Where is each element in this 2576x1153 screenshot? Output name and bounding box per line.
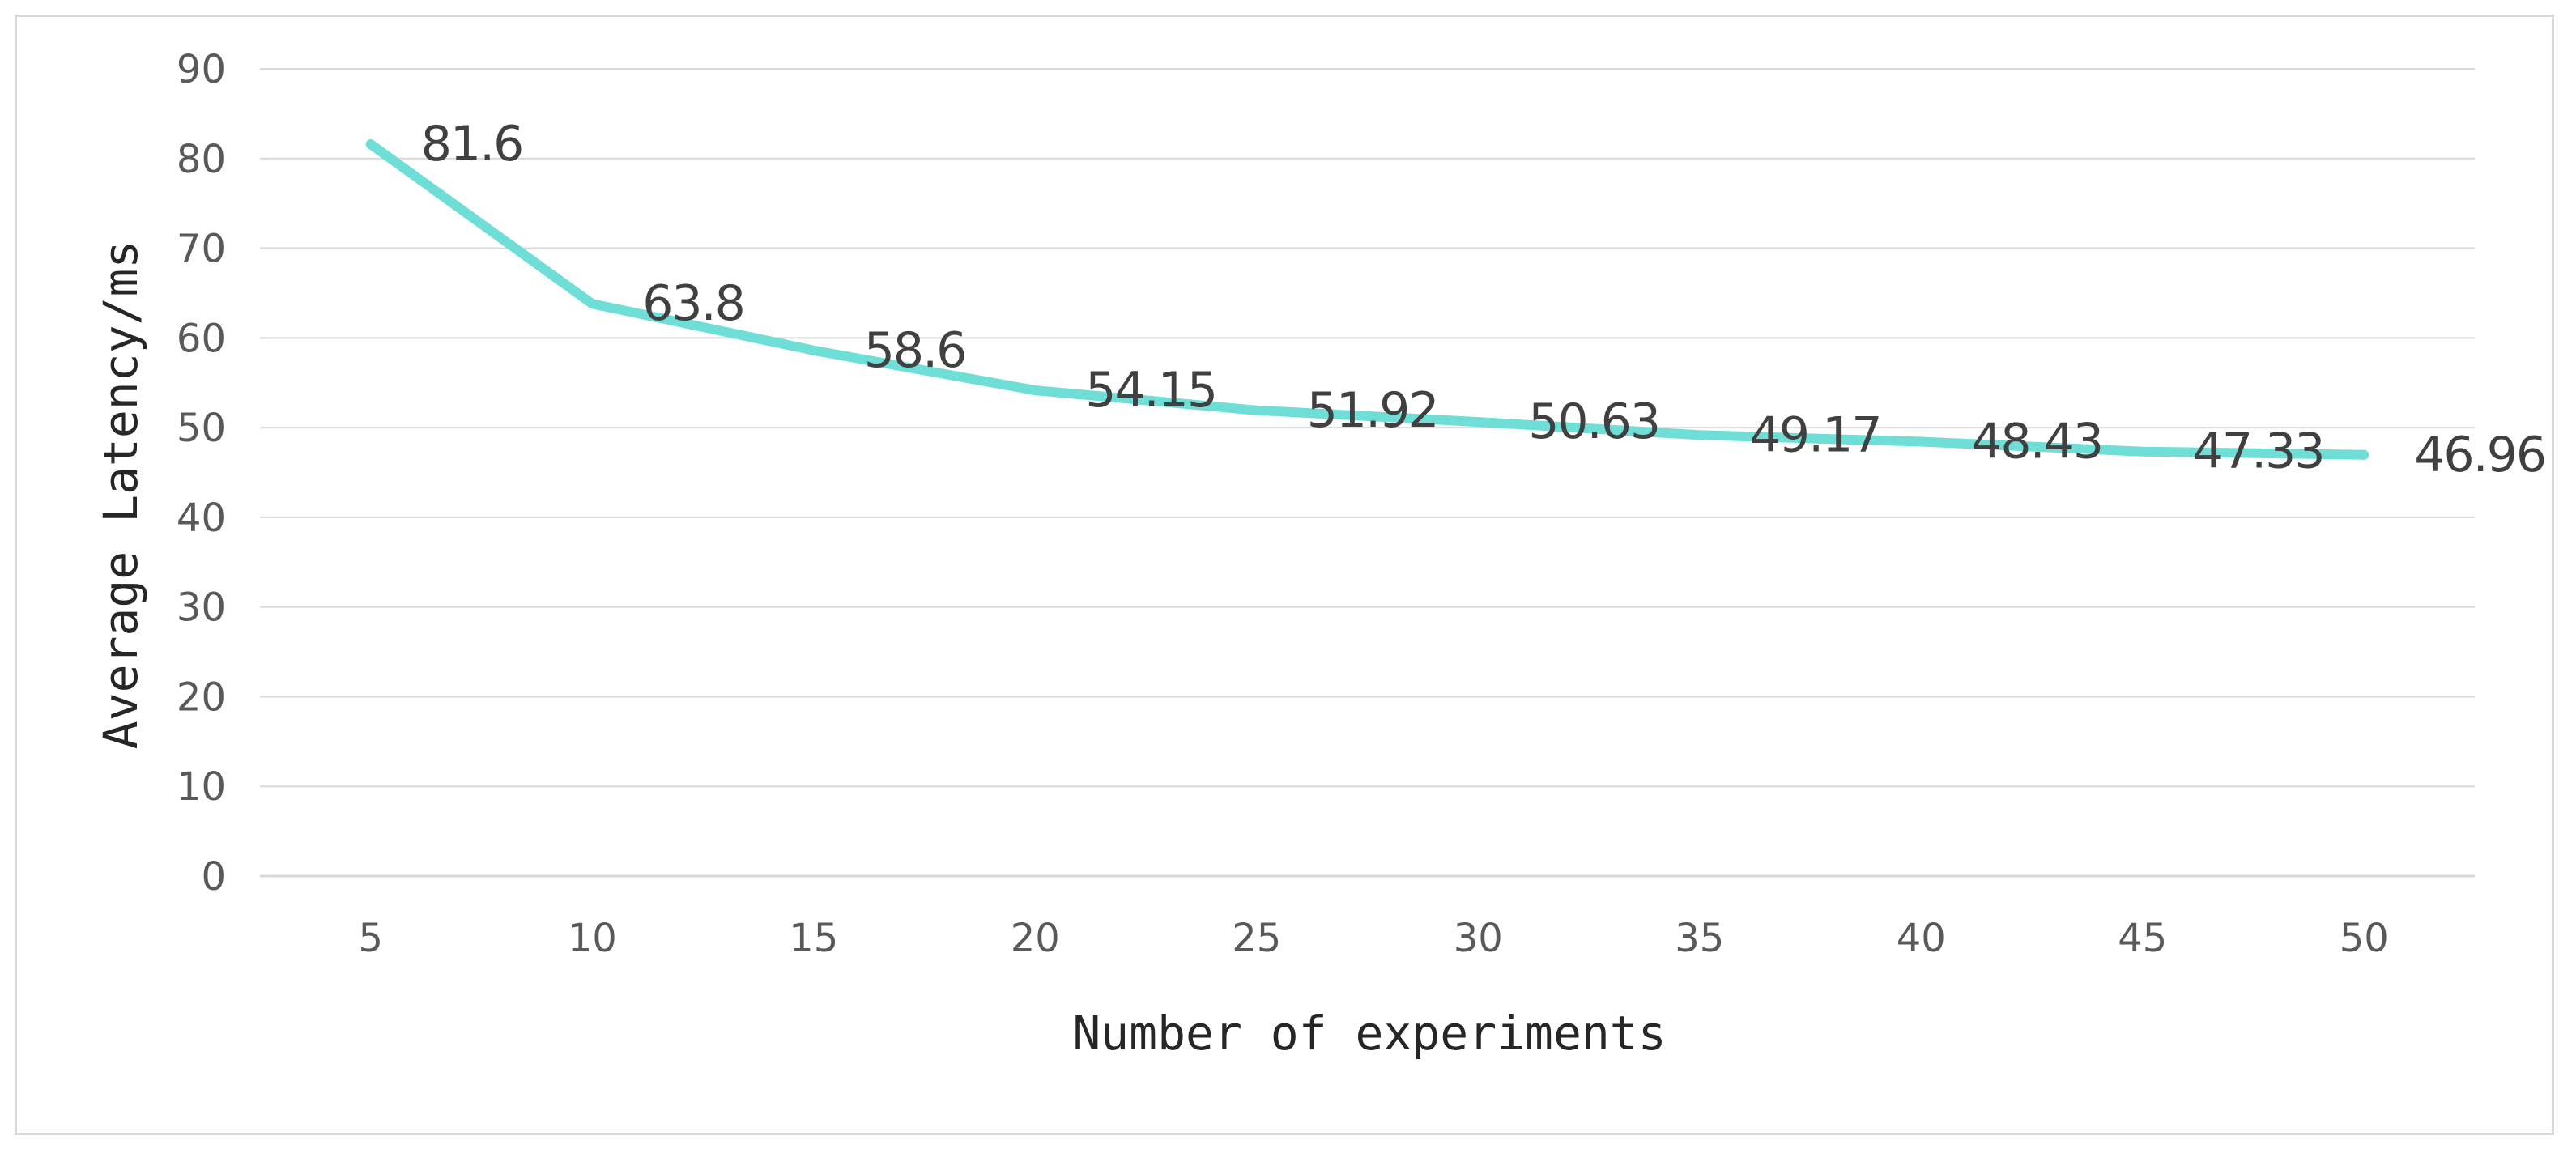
series-line (365, 139, 2369, 460)
y-tick-label: 10 (177, 764, 226, 810)
y-tick-label: 70 (177, 227, 226, 272)
data-label: 63.8 (642, 275, 744, 332)
x-tick-label: 15 (789, 916, 838, 961)
x-axis-title: Number of experiments (1072, 1006, 1666, 1061)
y-tick-label: 50 (177, 406, 226, 451)
data-label: 81.6 (421, 116, 523, 172)
data-point (365, 139, 376, 150)
data-label: 50.63 (1528, 394, 1659, 450)
data-label: 47.33 (2193, 423, 2324, 480)
y-tick-label: 30 (177, 585, 226, 631)
gridlines (260, 68, 2475, 878)
y-tick-label: 60 (177, 316, 226, 361)
data-label: 48.43 (1971, 414, 2102, 470)
data-point (2359, 449, 2369, 460)
x-tick-label: 5 (358, 916, 383, 961)
y-tick-label: 20 (177, 674, 226, 720)
data-point (2137, 446, 2148, 457)
y-axis-ticks: 0 10 20 30 40 50 60 70 80 90 (177, 47, 226, 900)
series-group (365, 139, 2369, 460)
y-tick-label: 90 (177, 47, 226, 92)
x-tick-label: 50 (2340, 916, 2389, 961)
data-label: 46.96 (2414, 427, 2545, 483)
data-labels: 81.6 63.8 58.6 54.15 51.92 50.63 49.17 48.43 47.… (421, 116, 2547, 483)
x-tick-label: 30 (1454, 916, 1503, 961)
y-tick-label: 40 (177, 496, 226, 541)
y-tick-label: 0 (201, 854, 226, 900)
chart-frame: 0 10 20 30 40 50 60 70 80 90 5 10 15 20 25 30 35 40 45 50 … (15, 15, 2554, 1135)
y-axis-title: Average Latency/ms (93, 240, 148, 750)
data-point (808, 345, 819, 355)
data-label: 54.15 (1085, 362, 1216, 419)
data-point (1251, 405, 1262, 415)
data-point (1916, 436, 1927, 447)
data-label: 51.92 (1307, 382, 1438, 439)
x-tick-label: 40 (1897, 916, 1946, 961)
data-point (1694, 430, 1705, 440)
x-axis-ticks: 5 10 15 20 25 30 35 40 45 50 (358, 916, 2388, 961)
data-point (1030, 385, 1041, 396)
x-tick-label: 10 (568, 916, 617, 961)
data-label: 58.6 (864, 322, 966, 379)
x-tick-label: 20 (1011, 916, 1060, 961)
data-point (1473, 417, 1484, 428)
x-tick-label: 25 (1232, 916, 1281, 961)
data-label: 49.17 (1750, 406, 1881, 463)
x-tick-label: 45 (2118, 916, 2167, 961)
data-point (587, 299, 598, 309)
x-tick-label: 35 (1675, 916, 1724, 961)
y-tick-label: 80 (177, 137, 226, 182)
